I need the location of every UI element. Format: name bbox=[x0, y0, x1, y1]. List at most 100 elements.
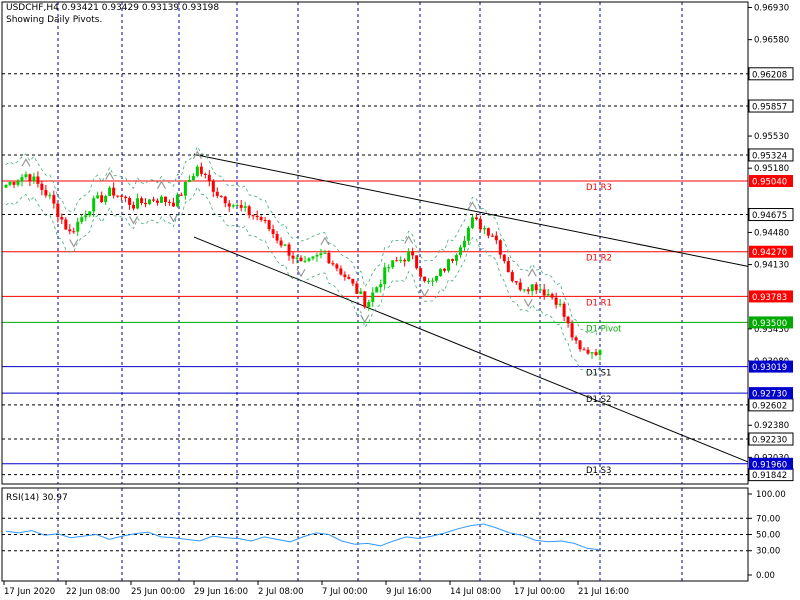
envelope-upper bbox=[5, 145, 601, 336]
candle-body bbox=[152, 199, 156, 201]
rsi-line bbox=[5, 523, 601, 551]
candle-body bbox=[52, 195, 56, 204]
pivot-price-label: 0.92730 bbox=[752, 390, 787, 400]
candle-body bbox=[247, 206, 251, 216]
candle-body bbox=[195, 166, 199, 177]
candle-body bbox=[311, 256, 315, 259]
candle-body bbox=[24, 174, 28, 178]
candle-body bbox=[554, 297, 558, 305]
candle-body bbox=[431, 280, 435, 282]
candle-body bbox=[28, 174, 32, 182]
candle-body bbox=[598, 350, 602, 355]
candle-body bbox=[64, 219, 68, 230]
candle-body bbox=[144, 202, 148, 205]
pivot-price-box bbox=[749, 290, 793, 303]
fractal-down-marker bbox=[168, 214, 178, 223]
price-box-label: 0.92602 bbox=[752, 401, 787, 411]
price-box-label: 0.95857 bbox=[752, 103, 787, 113]
candle-body bbox=[558, 303, 562, 305]
time-tick-label: 29 Jun 16:00 bbox=[194, 587, 248, 597]
candle-body bbox=[403, 259, 407, 262]
fractal-up-marker bbox=[105, 171, 115, 180]
price-box bbox=[748, 208, 794, 222]
time-tick-label: 9 Jul 16:00 bbox=[386, 587, 432, 597]
rsi-tick-label: 70.00 bbox=[756, 514, 780, 524]
candle-body bbox=[415, 255, 419, 269]
candle-body bbox=[243, 206, 247, 208]
candle-body bbox=[494, 235, 498, 241]
candle-body bbox=[566, 316, 570, 324]
fractal-down-marker bbox=[360, 314, 370, 324]
envelope-lower bbox=[5, 185, 601, 376]
rsi-label: RSI(14) 30.97 bbox=[6, 493, 68, 503]
candle-body bbox=[291, 255, 295, 259]
price-tick-label: 0.93430 bbox=[754, 325, 789, 335]
candle-body bbox=[120, 195, 124, 197]
pivot-label: D1 S1 bbox=[586, 369, 611, 379]
fractal-down-marker bbox=[69, 239, 79, 248]
candle-body bbox=[331, 263, 335, 265]
candle-body bbox=[44, 189, 48, 196]
candle-body bbox=[136, 198, 140, 209]
candle-body bbox=[395, 260, 399, 262]
candle-body bbox=[227, 203, 231, 207]
rsi-tick-label: 100.00 bbox=[756, 490, 786, 500]
fractal-down-marker bbox=[296, 268, 306, 278]
candle-body bbox=[267, 220, 271, 230]
candle-body bbox=[48, 195, 52, 197]
time-tick-label: 22 Jun 08:00 bbox=[66, 587, 120, 597]
candle-body bbox=[363, 291, 367, 308]
candle-body bbox=[255, 215, 259, 218]
candle-body bbox=[367, 301, 371, 308]
candle-body bbox=[132, 204, 136, 209]
main-pane-border bbox=[1, 1, 749, 485]
time-tick-label: 2 Jul 08:00 bbox=[258, 587, 304, 597]
price-tick-label: 0.96580 bbox=[754, 36, 789, 46]
candle-body bbox=[199, 166, 203, 174]
price-tick-label: 0.92380 bbox=[754, 421, 789, 431]
candle-body bbox=[275, 233, 279, 241]
rsi-tick-label: 0.00 bbox=[756, 571, 775, 581]
pivot-price-box bbox=[749, 245, 793, 258]
candle-body bbox=[207, 174, 211, 182]
price-box-label: 0.91842 bbox=[752, 471, 787, 481]
candle-body bbox=[339, 268, 343, 275]
candle-body bbox=[510, 272, 514, 282]
trendlines bbox=[193, 153, 749, 463]
candle-body bbox=[100, 195, 104, 203]
price-tick-label: 0.95180 bbox=[754, 164, 789, 174]
candle-body bbox=[407, 251, 411, 262]
candle-body bbox=[175, 194, 179, 207]
candle-body bbox=[383, 267, 387, 285]
price-box-label: 0.95324 bbox=[752, 151, 787, 161]
candle-body bbox=[223, 196, 227, 204]
candle-body bbox=[187, 179, 191, 182]
candle-body bbox=[343, 274, 347, 278]
candle-body bbox=[526, 289, 530, 292]
pivot-label: D1 Pivot bbox=[586, 324, 622, 334]
price-box bbox=[748, 432, 794, 446]
candle-body bbox=[387, 267, 391, 269]
fractal-up-marker bbox=[156, 180, 166, 189]
candle-body bbox=[96, 195, 100, 199]
candle-body bbox=[128, 198, 132, 205]
pivot-price-label: 0.95040 bbox=[752, 178, 787, 188]
candle-body bbox=[371, 292, 375, 302]
fractal-up-marker bbox=[467, 201, 477, 210]
candle-body bbox=[490, 235, 494, 237]
candle-body bbox=[347, 277, 351, 279]
candle-body bbox=[562, 303, 566, 317]
candle-body bbox=[482, 228, 486, 230]
price-box bbox=[748, 148, 794, 162]
candle-body bbox=[219, 195, 223, 197]
candle-body bbox=[8, 181, 12, 185]
pivot-label: D1 R3 bbox=[586, 183, 612, 193]
price-tick-label: 0.96930 bbox=[754, 4, 789, 14]
candle-body bbox=[303, 260, 307, 262]
time-tick-label: 17 Jul 00:00 bbox=[514, 587, 565, 597]
candle-body bbox=[502, 254, 506, 262]
candle-body bbox=[287, 244, 291, 256]
fractal-up-marker bbox=[21, 158, 31, 167]
price-tick-label: 0.94130 bbox=[754, 261, 789, 271]
